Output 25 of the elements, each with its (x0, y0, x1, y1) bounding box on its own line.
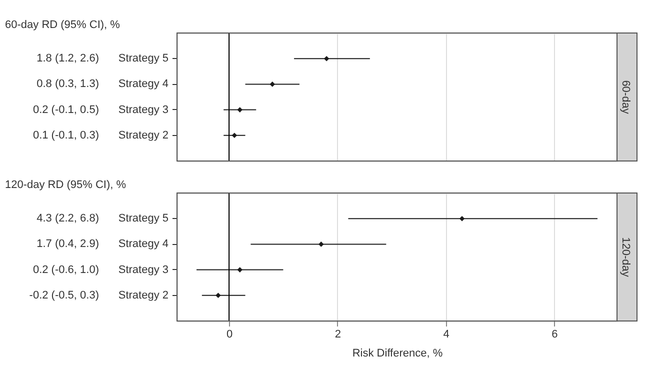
x-tick-label: 4 (443, 328, 450, 340)
text: 60-day (620, 80, 632, 114)
x-tick-label: 0 (226, 328, 233, 340)
text: 120-day RD (95% CI), % (5, 179, 126, 191)
data-label: 0.8 (0.3, 1.3) (36, 78, 99, 90)
y-tick-label: Strategy 3 (118, 264, 168, 276)
y-tick-label: Strategy 5 (118, 52, 168, 65)
data-label: -0.2 (-0.5, 0.3) (29, 289, 99, 302)
x-tick-label: 2 (334, 328, 341, 340)
y-tick-label: Strategy 5 (118, 212, 168, 225)
y-tick-label: Strategy 2 (118, 289, 168, 302)
x-axis-title: Risk Difference, % (352, 348, 443, 360)
y-tick-label: Strategy 2 (118, 129, 168, 142)
data-label: 4.3 (2.2, 6.8) (36, 212, 99, 225)
y-tick-label: Strategy 4 (118, 78, 168, 90)
data-label: 0.2 (-0.1, 0.5) (32, 104, 99, 116)
x-tick-label: 6 (552, 328, 558, 340)
text: 60-day RD (95% CI), % (5, 19, 120, 31)
data-label: 0.2 (-0.6, 1.0) (32, 264, 99, 276)
data-label: 1.7 (0.4, 2.9) (36, 238, 99, 250)
text: 120-day (620, 237, 632, 278)
data-label: 1.8 (1.2, 2.6) (36, 52, 99, 65)
data-label: 0.1 (-0.1, 0.3) (32, 129, 99, 142)
y-tick-label: Strategy 4 (118, 238, 168, 250)
y-tick-label: Strategy 3 (118, 104, 168, 116)
